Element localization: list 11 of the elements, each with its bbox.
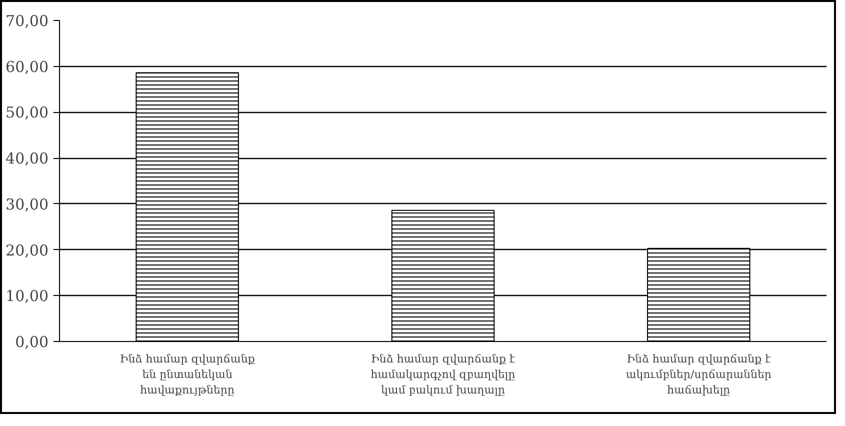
y-tick-label: 10,00 — [6, 287, 49, 306]
y-tick-label: 20,00 — [6, 241, 49, 260]
y-tick-label: 50,00 — [6, 104, 49, 122]
y-tick-label: 0,00 — [15, 333, 49, 351]
y-tick-label: 30,00 — [6, 195, 49, 214]
x-tick-label: Ինձ համար զվարճանք են ընտանեկան հավաքույթները — [120, 352, 255, 397]
y-tick-label: 70,00 — [6, 12, 49, 30]
y-tick-label: 40,00 — [6, 150, 49, 168]
x-tick-label: Ինձ համար զվարճանք է ակումբներ/սրճարաններ հաճախելը — [626, 352, 772, 397]
x-tick-label: Ինձ համար զվարճանք է համակարգչով զբաղվելը կամ բակում խաղալը — [370, 352, 516, 397]
y-tick-label: 60,00 — [6, 58, 49, 76]
